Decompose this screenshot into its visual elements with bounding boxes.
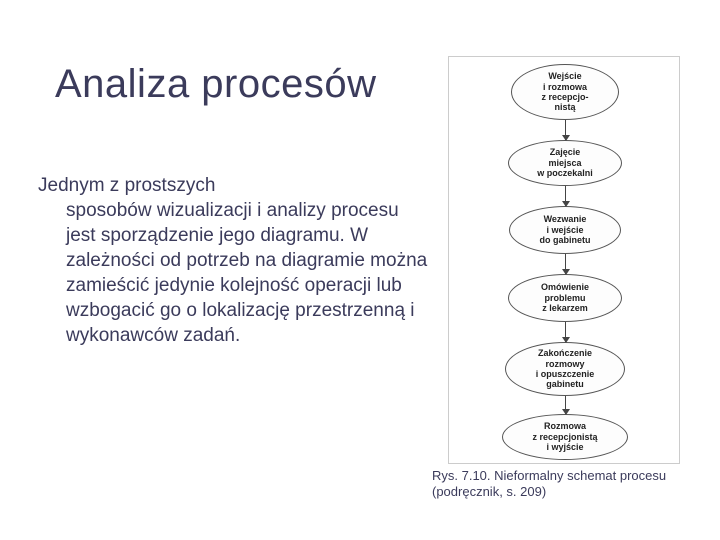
flow-node-n3: Wezwaniei wejściedo gabinetu — [509, 206, 621, 254]
slide-title: Analiza procesów — [55, 62, 377, 107]
flow-node-n1: Wejściei rozmowaz recepcjo-nistą — [511, 64, 619, 120]
flow-arrow-3 — [565, 254, 566, 274]
flow-node-n4: Omówienieproblemuz lekarzem — [508, 274, 622, 322]
body-first-line: Jednym z prostszych — [38, 175, 215, 196]
flow-node-n5: Zakończenierozmowyi opuszczeniegabinetu — [505, 342, 625, 396]
flow-arrow-2 — [565, 186, 566, 206]
flow-node-n6: Rozmowaz recepcjonistąi wyjście — [502, 414, 628, 460]
flow-arrow-4 — [565, 322, 566, 342]
process-flowchart: Wejściei rozmowaz recepcjo-nistą Zajęciem… — [460, 60, 670, 460]
flow-node-n2: Zajęciemiejscaw poczekalni — [508, 140, 622, 186]
body-paragraph: Jednym z prostszych sposobów wizualizacj… — [38, 173, 428, 349]
flow-arrow-5 — [565, 396, 566, 414]
caption-line-1: Rys. 7.10. Nieformalny schemat procesu — [432, 468, 666, 483]
caption-line-2: (podręcznik, s. 209) — [432, 484, 546, 499]
flow-arrow-1 — [565, 120, 566, 140]
body-rest: sposobów wizualizacji i analizy procesu … — [38, 198, 428, 348]
figure-caption: Rys. 7.10. Nieformalny schemat procesu (… — [432, 468, 712, 501]
